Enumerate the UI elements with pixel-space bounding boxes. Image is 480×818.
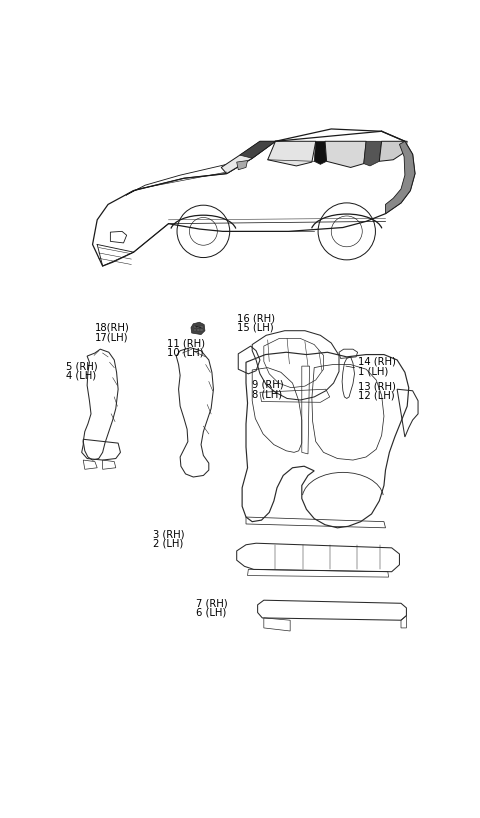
Polygon shape <box>197 326 200 328</box>
Polygon shape <box>221 142 276 173</box>
Text: 18(RH): 18(RH) <box>95 323 130 333</box>
Text: 10 (LH): 10 (LH) <box>167 348 204 357</box>
Polygon shape <box>194 326 196 328</box>
Text: 16 (RH): 16 (RH) <box>237 314 275 324</box>
Polygon shape <box>385 142 415 213</box>
Text: 7 (RH): 7 (RH) <box>196 599 227 609</box>
Polygon shape <box>197 329 200 331</box>
Polygon shape <box>268 142 316 166</box>
Polygon shape <box>364 142 382 166</box>
Polygon shape <box>314 142 326 164</box>
Polygon shape <box>240 142 276 158</box>
Polygon shape <box>325 142 366 168</box>
Text: 15 (LH): 15 (LH) <box>237 323 273 333</box>
Text: 13 (RH): 13 (RH) <box>359 381 396 392</box>
Text: 12 (LH): 12 (LH) <box>359 391 395 401</box>
Polygon shape <box>200 326 203 328</box>
Text: 2 (LH): 2 (LH) <box>153 538 183 549</box>
Text: 17(LH): 17(LH) <box>95 332 128 342</box>
Polygon shape <box>379 142 407 161</box>
Polygon shape <box>200 329 203 331</box>
Text: 6 (LH): 6 (LH) <box>196 608 226 618</box>
Text: 11 (RH): 11 (RH) <box>167 339 205 348</box>
Text: 14 (RH): 14 (RH) <box>359 357 396 367</box>
Polygon shape <box>191 322 205 335</box>
Text: 3 (RH): 3 (RH) <box>153 529 184 539</box>
Polygon shape <box>194 329 196 331</box>
Polygon shape <box>237 160 248 170</box>
Text: 8 (LH): 8 (LH) <box>252 389 282 399</box>
Text: 5 (RH): 5 (RH) <box>66 362 98 371</box>
Text: 4 (LH): 4 (LH) <box>66 371 96 380</box>
Text: 9 (RH): 9 (RH) <box>252 380 284 390</box>
Text: 1 (LH): 1 (LH) <box>359 366 389 376</box>
